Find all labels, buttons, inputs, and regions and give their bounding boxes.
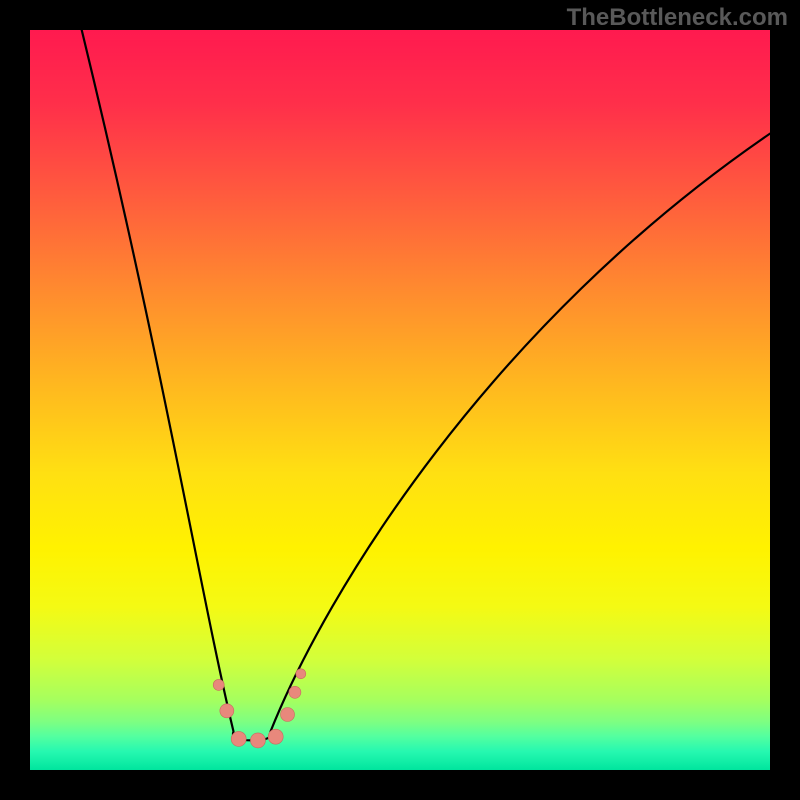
data-point	[250, 733, 265, 748]
gradient-background	[30, 30, 770, 770]
data-point	[268, 729, 283, 744]
chart-root: TheBottleneck.com	[0, 0, 800, 800]
watermark-text: TheBottleneck.com	[567, 4, 788, 32]
data-point	[296, 669, 306, 679]
data-point	[231, 731, 246, 746]
data-point	[213, 679, 224, 690]
data-point	[220, 704, 234, 718]
plot-svg	[30, 30, 770, 770]
plot-area	[30, 30, 770, 770]
data-point	[281, 708, 295, 722]
data-point	[289, 686, 301, 698]
